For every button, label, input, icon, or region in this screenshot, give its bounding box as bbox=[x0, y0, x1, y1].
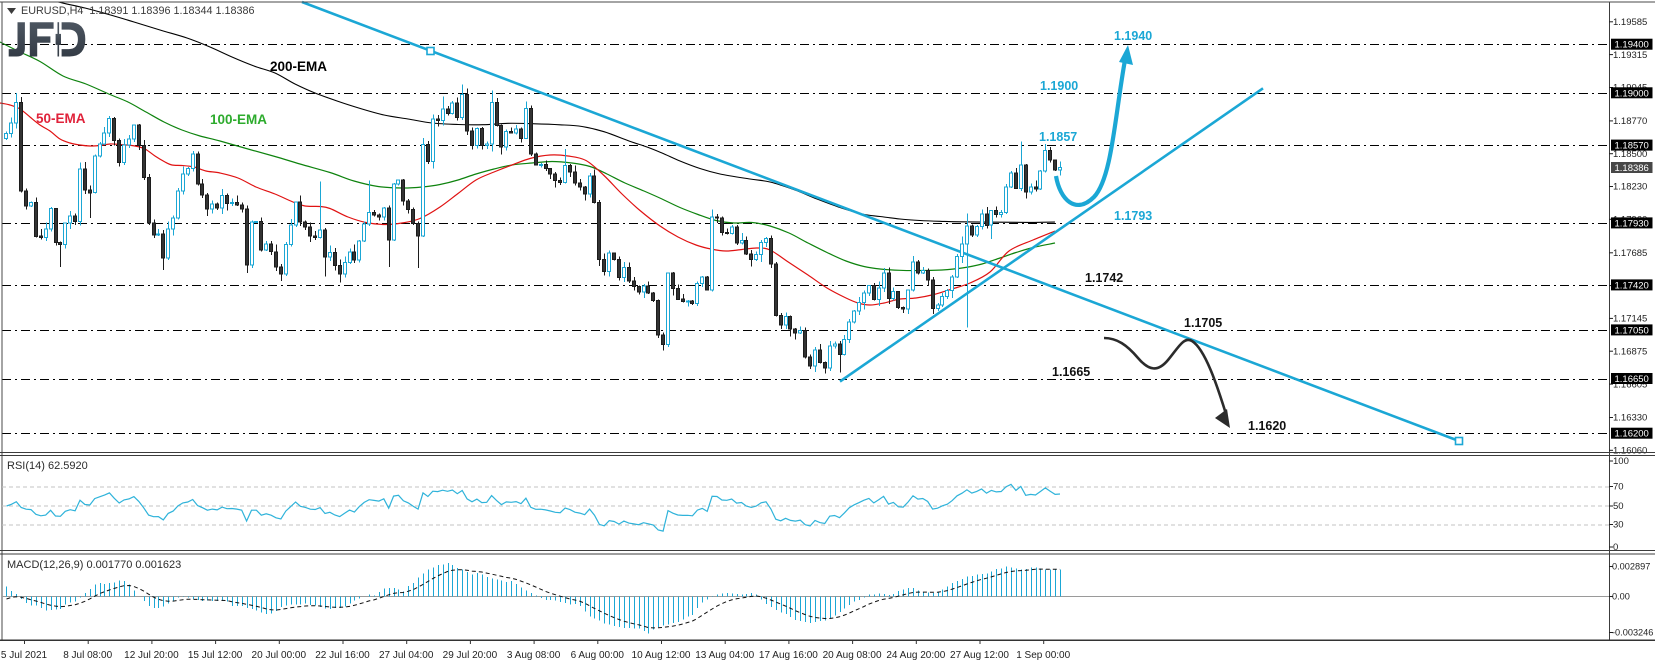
svg-text:0.002897: 0.002897 bbox=[1612, 562, 1650, 572]
svg-text:1.18500: 1.18500 bbox=[1613, 149, 1647, 160]
svg-text:10 Aug 12:00: 10 Aug 12:00 bbox=[632, 650, 691, 661]
svg-text:1.19315: 1.19315 bbox=[1613, 50, 1647, 61]
svg-text:MACD(12,26,9) 0.001770 0.00162: MACD(12,26,9) 0.001770 0.001623 bbox=[7, 559, 181, 571]
svg-text:29 Jul 20:00: 29 Jul 20:00 bbox=[443, 650, 498, 661]
svg-text:17 Aug 16:00: 17 Aug 16:00 bbox=[759, 650, 818, 661]
svg-text:1.1742: 1.1742 bbox=[1085, 271, 1123, 285]
svg-text:12 Jul 20:00: 12 Jul 20:00 bbox=[124, 650, 179, 661]
svg-text:30: 30 bbox=[1613, 520, 1624, 531]
svg-text:8 Jul 08:00: 8 Jul 08:00 bbox=[63, 650, 112, 661]
svg-text:1.18570: 1.18570 bbox=[1615, 141, 1649, 152]
svg-text:1.18770: 1.18770 bbox=[1613, 116, 1647, 127]
svg-text:100-EMA: 100-EMA bbox=[210, 112, 267, 127]
svg-text:1.19000: 1.19000 bbox=[1615, 88, 1649, 99]
svg-text:1.1900: 1.1900 bbox=[1040, 79, 1078, 93]
svg-text:1.19585: 1.19585 bbox=[1613, 17, 1647, 28]
svg-text:50-EMA: 50-EMA bbox=[36, 111, 86, 126]
svg-text:1.16650: 1.16650 bbox=[1615, 374, 1649, 385]
svg-text:3 Aug 08:00: 3 Aug 08:00 bbox=[507, 650, 561, 661]
svg-text:1.17050: 1.17050 bbox=[1615, 325, 1649, 336]
svg-text:1.16875: 1.16875 bbox=[1613, 346, 1647, 357]
svg-text:1.16060: 1.16060 bbox=[1613, 446, 1647, 457]
svg-text:1.17930: 1.17930 bbox=[1615, 218, 1649, 229]
svg-text:200-EMA: 200-EMA bbox=[270, 59, 327, 74]
svg-text:24 Aug 20:00: 24 Aug 20:00 bbox=[886, 650, 945, 661]
svg-text:1.1665: 1.1665 bbox=[1052, 365, 1090, 379]
svg-text:EURUSD,H4 1.18391 1.18396 1.1: EURUSD,H4 1.18391 1.18396 1.18344 1.1838… bbox=[21, 5, 255, 17]
svg-text:1 Sep 00:00: 1 Sep 00:00 bbox=[1016, 650, 1070, 661]
svg-text:6 Aug 00:00: 6 Aug 00:00 bbox=[571, 650, 625, 661]
svg-text:27 Jul 04:00: 27 Jul 04:00 bbox=[379, 650, 434, 661]
svg-text:1.1940: 1.1940 bbox=[1114, 29, 1152, 43]
svg-text:20 Aug 08:00: 20 Aug 08:00 bbox=[823, 650, 882, 661]
svg-text:1.1705: 1.1705 bbox=[1184, 316, 1222, 330]
svg-text:0.00: 0.00 bbox=[1612, 592, 1630, 602]
svg-text:1.17420: 1.17420 bbox=[1615, 280, 1649, 291]
svg-text:-0.003246: -0.003246 bbox=[1612, 628, 1653, 638]
svg-text:20 Jul 00:00: 20 Jul 00:00 bbox=[252, 650, 307, 661]
svg-text:1.16330: 1.16330 bbox=[1613, 413, 1647, 424]
svg-text:1.1793: 1.1793 bbox=[1114, 209, 1152, 223]
svg-text:1.16200: 1.16200 bbox=[1615, 429, 1649, 440]
svg-text:27 Aug 12:00: 27 Aug 12:00 bbox=[950, 650, 1009, 661]
svg-text:1.17685: 1.17685 bbox=[1613, 248, 1647, 259]
svg-text:1.18230: 1.18230 bbox=[1613, 182, 1647, 193]
svg-text:15 Jul 12:00: 15 Jul 12:00 bbox=[188, 650, 243, 661]
svg-text:1.1620: 1.1620 bbox=[1248, 419, 1286, 433]
svg-text:13 Aug 04:00: 13 Aug 04:00 bbox=[695, 650, 754, 661]
svg-text:22 Jul 16:00: 22 Jul 16:00 bbox=[315, 650, 370, 661]
svg-text:0: 0 bbox=[1613, 542, 1618, 553]
svg-text:5 Jul 2021: 5 Jul 2021 bbox=[1, 650, 48, 661]
svg-text:1.18386: 1.18386 bbox=[1615, 163, 1649, 174]
svg-text:1.1857: 1.1857 bbox=[1039, 130, 1077, 144]
svg-text:1.16605: 1.16605 bbox=[1613, 379, 1647, 390]
svg-text:70: 70 bbox=[1613, 482, 1624, 493]
svg-text:50: 50 bbox=[1613, 501, 1624, 512]
svg-text:100: 100 bbox=[1613, 456, 1629, 467]
svg-text:1.17145: 1.17145 bbox=[1613, 314, 1647, 325]
svg-text:1.19400: 1.19400 bbox=[1615, 40, 1649, 51]
svg-text:RSI(14) 62.5920: RSI(14) 62.5920 bbox=[7, 460, 88, 472]
